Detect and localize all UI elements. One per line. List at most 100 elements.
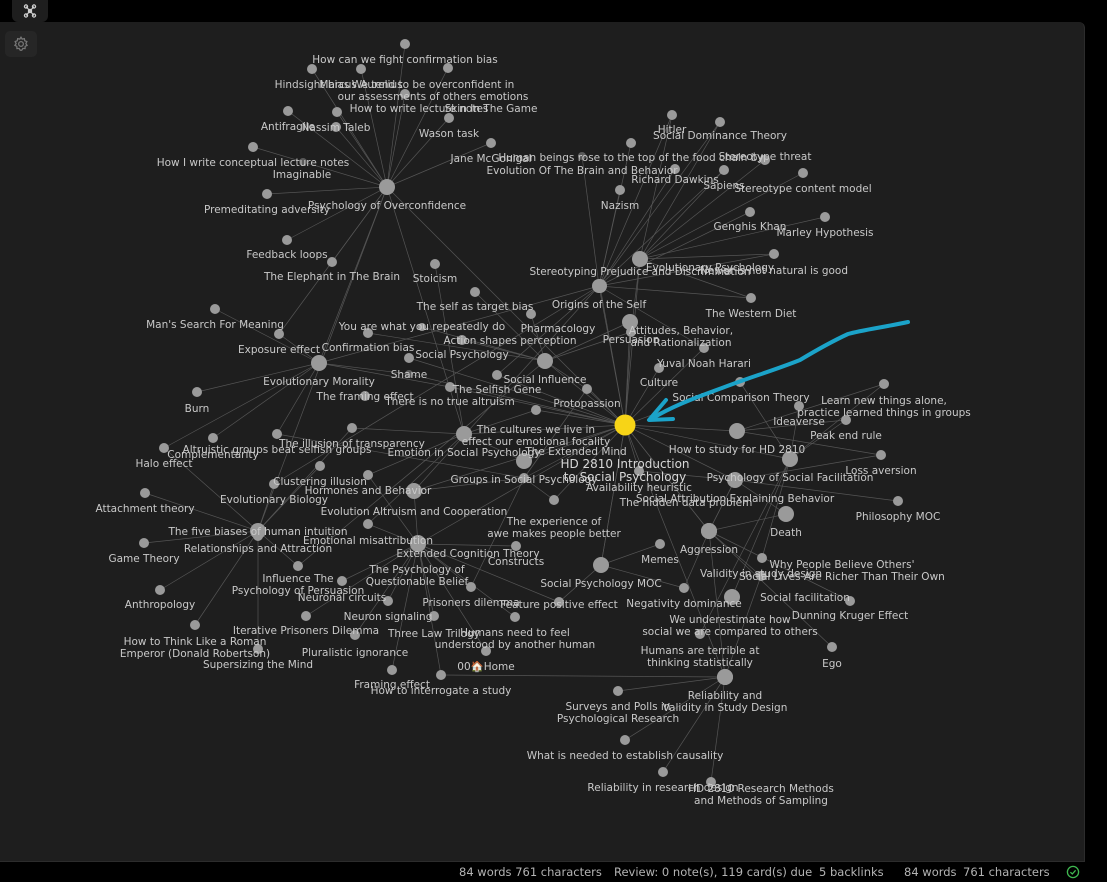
graph-node-label[interactable]: Psychology of Social Facilitation [707,472,874,484]
graph-node[interactable] [418,323,426,331]
graph-node-label[interactable]: Influence The Psychology of Persuasion [232,573,364,597]
graph-node[interactable] [782,451,798,467]
graph-node-label[interactable]: The self as target bias [416,301,534,313]
graph-node-label[interactable]: The Psychology of Questionable Belief [366,564,469,588]
graph-node-label[interactable]: Emotional misattribution [303,535,433,547]
graph-node-label[interactable]: Nassim Taleb [302,122,371,134]
graph-node[interactable] [456,426,472,442]
graph-node-label[interactable]: Groups in Social Psychology [450,474,597,486]
graph-node[interactable] [511,541,521,551]
graph-node[interactable] [140,488,150,498]
graph-node-label[interactable]: Man's Search For Meaning [146,319,284,331]
graph-node[interactable] [443,63,453,73]
graph-node-label[interactable]: Stereotype content model [734,183,871,195]
graph-node-label[interactable]: Imaginable [273,169,331,181]
graph-node-label[interactable]: Genghis Khan [714,221,787,233]
graph-node-label[interactable]: HD 2810 Research Methods and Methods of S… [688,783,834,807]
graph-node-label[interactable]: The hidden data problem [619,497,753,509]
graph-node[interactable] [549,495,559,505]
graph-node[interactable] [794,401,804,411]
graph-node[interactable] [253,644,263,654]
graph-node-label[interactable]: Pharmacology [521,323,596,335]
graph-node[interactable] [778,506,794,522]
graph-node[interactable] [622,314,638,330]
graph-node-label[interactable]: Evolution Altruism and Cooperation [321,506,508,518]
graph-node[interactable] [655,539,665,549]
graph-node-label[interactable]: The experience of awe makes people better [487,516,621,540]
graph-node-label[interactable]: Ego [822,658,842,670]
graph-node-label[interactable]: Persuasion [603,334,660,346]
graph-node-label[interactable]: We underestimate how social we are compar… [642,614,817,638]
graph-node-label[interactable]: Stoicism [413,273,458,285]
graph-node[interactable] [893,496,903,506]
graph-node-label[interactable]: Reliability and Validity in Study Design [663,690,788,714]
graph-node-label[interactable]: Psychology of Overconfidence [308,200,466,212]
graph-node-label[interactable]: Human beings rose to the top of the food… [498,152,763,164]
status-review[interactable]: Review: 0 note(s), 119 card(s) due [614,865,813,879]
graph-node-label[interactable]: Complementarity [167,449,259,461]
graph-node[interactable] [347,423,357,433]
graph-node-label[interactable]: Feature positive effect [500,599,618,611]
graph-node-label[interactable]: Premeditating adversity [204,204,330,216]
graph-node[interactable] [436,670,446,680]
graph-node-label[interactable]: Origins of the Self [552,299,647,311]
graph-node-label[interactable]: Attachment theory [95,503,194,515]
graph-node-label[interactable]: Social Dominance Theory [653,130,787,142]
graph-node-label[interactable]: Loss aversion [845,465,916,477]
check-circle-icon[interactable] [1066,865,1080,879]
graph-node[interactable] [820,212,830,222]
graph-node[interactable] [192,387,202,397]
graph-node-label-active[interactable]: HD 2810 Introduction to Social Psychology [560,457,689,484]
graph-node-label[interactable]: How to interrogate a study [371,685,512,697]
graph-node-label[interactable]: Negativity dominance [626,598,741,610]
graph-node-label[interactable]: The cultures we live in effect our emotio… [462,424,611,448]
graph-node-label[interactable]: Confirmation bias [322,342,415,354]
graph-node-label[interactable]: Newer is not natural is good [700,265,848,277]
graph-node-label[interactable]: 00🏠Home [457,660,514,673]
graph-node-label[interactable]: Availability heuristic [586,482,692,494]
graph-node[interactable] [208,433,218,443]
graph-node[interactable] [654,363,664,373]
graph-node-label[interactable]: Constructs [488,556,544,568]
graph-node[interactable] [701,523,717,539]
graph-node-label[interactable]: Humans are terrible at thinking statistic… [641,645,760,669]
graph-node-label[interactable]: Evolution Of The Brain and Behavior [486,165,678,177]
graph-node-label[interactable]: Yuval Noah Harari [656,358,751,370]
graph-node[interactable] [293,561,303,571]
graph-node[interactable] [470,287,480,297]
graph-node[interactable] [383,596,393,606]
graph-node[interactable] [299,158,307,166]
graph-node[interactable] [876,450,886,460]
graph-node-label[interactable]: Iterative Prisoners Dilemma [233,625,379,637]
graph-node-label[interactable]: The Western Diet [705,308,797,320]
graph-node[interactable] [272,429,282,439]
graph-node[interactable] [679,583,689,593]
graph-node-label[interactable]: Surveys and Polls in Psychological Resear… [557,701,679,725]
graph-node-label[interactable]: Three Law Trilogy [387,628,480,640]
graph-node[interactable] [466,582,476,592]
graph-node[interactable] [248,142,258,152]
graph-node-label[interactable]: Burn [185,403,210,415]
status-backlinks[interactable]: 5 backlinks [819,865,884,879]
graph-node[interactable] [729,423,745,439]
graph-node[interactable] [634,466,644,476]
graph-node-label[interactable]: The illusion of transparency [278,438,425,450]
graph-node-label[interactable]: We tend to be overconfident in our assess… [338,79,529,103]
graph-node-label[interactable]: What is needed to establish causality [527,750,724,762]
graph-node-label[interactable]: Validity in study design [700,568,822,580]
graph-node[interactable] [526,309,536,319]
graph-node-label[interactable]: There is no true altruism [384,396,515,408]
graph-node-label[interactable]: Hormones and Behavior [305,485,432,497]
graph-node-label[interactable]: Feedback loops [246,249,327,261]
graph-node[interactable] [670,164,680,174]
graph-node[interactable] [210,304,220,314]
graph-canvas[interactable]: How can we fight confirmation bias Hindsi… [0,22,1085,862]
graph-node[interactable] [845,596,855,606]
graph-node[interactable] [457,335,467,345]
graph-node-label[interactable]: Culture [640,377,678,389]
graph-node[interactable] [667,110,677,120]
graph-node-label[interactable]: Death [770,527,802,539]
graph-node[interactable] [613,686,623,696]
graph-node-label[interactable]: Relationships and Attraction [184,543,332,555]
graph-node-label[interactable]: Neuron signaling [344,611,433,623]
